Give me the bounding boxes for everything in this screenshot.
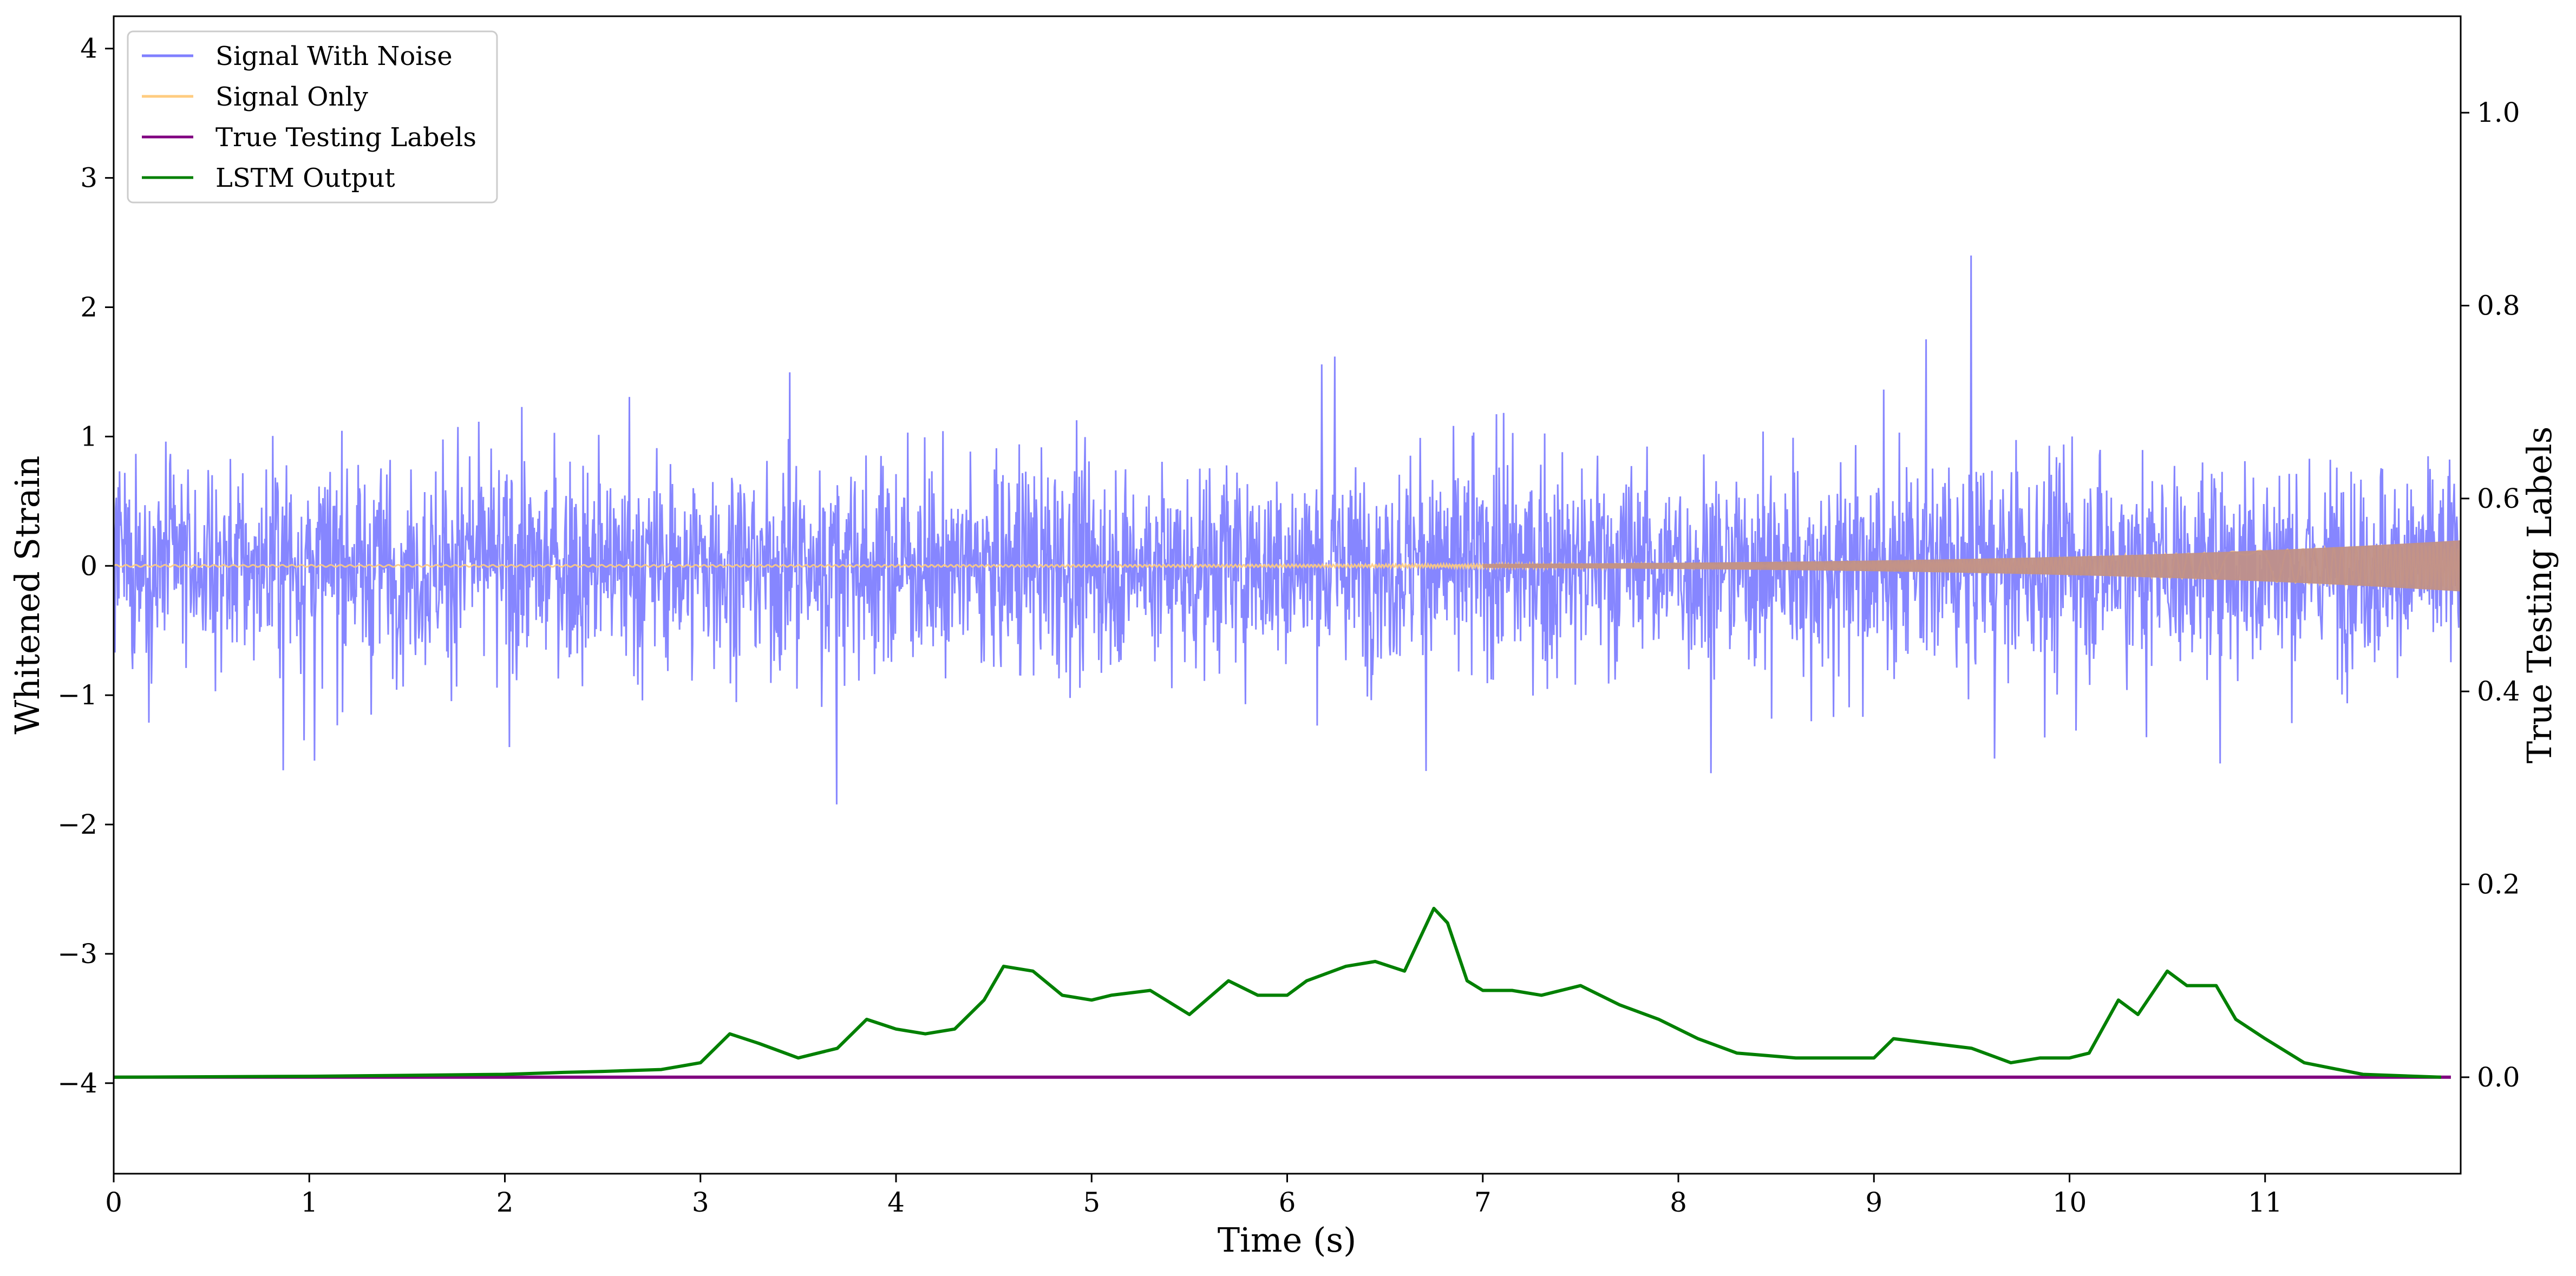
legend-label-lstm-output: LSTM Output (215, 163, 395, 193)
legend-item-signal-only: Signal Only (142, 82, 368, 112)
y-left-tick-label: 3 (80, 162, 97, 194)
series-layer (114, 255, 2461, 1079)
x-tick-label: 8 (1670, 1187, 1687, 1218)
y-right-tick-label: 0.4 (2477, 676, 2520, 707)
legend-item-lstm-output: LSTM Output (142, 163, 395, 193)
series-lstm-output-line (114, 907, 2442, 1079)
legend-label-signal-with-noise: Signal With Noise (215, 41, 453, 71)
x-tick-label: 1 (300, 1187, 318, 1218)
y-right-tick-label: 0.0 (2477, 1062, 2520, 1093)
legend-label-signal-only: Signal Only (215, 82, 368, 112)
legend-item-true-testing-labels: True Testing Labels (142, 122, 476, 153)
y-left-tick-label: −1 (57, 679, 97, 711)
legend-box (127, 30, 498, 204)
y-right-tick-label: 0.2 (2477, 869, 2520, 900)
x-tick-label: 10 (2052, 1187, 2087, 1218)
x-axis-label: Time (s) (1218, 1220, 1357, 1260)
y-left-tick-label: 1 (80, 421, 97, 452)
x-tick-label: 11 (2248, 1187, 2283, 1218)
x-tick-label: 9 (1865, 1187, 1882, 1218)
y-axis-label-right: True Testing Labels (2520, 427, 2559, 764)
y-right-tick-label: 1.0 (2477, 97, 2520, 128)
series-signal-only-envelope (1482, 540, 2461, 592)
y-left-tick-label: −4 (57, 1068, 97, 1099)
x-tick-label: 2 (496, 1187, 514, 1218)
y-left-tick-label: 0 (80, 550, 97, 581)
legend-label-true-testing-labels: True Testing Labels (215, 122, 476, 153)
x-tick-label: 5 (1083, 1187, 1100, 1218)
legend: Signal With Noise Signal Only True Testi… (127, 30, 498, 204)
y-left-tick-label: 2 (80, 291, 97, 323)
y-right-tick-label: 0.8 (2477, 290, 2520, 322)
y-left-tick-label: −2 (57, 809, 97, 840)
x-tick-label: 6 (1279, 1187, 1296, 1218)
y-right-tick-label: 0.6 (2477, 483, 2520, 514)
series-signal-with-noise-line (114, 255, 2461, 804)
x-tick-label: 3 (692, 1187, 709, 1218)
axes-layer: 0 1 2 3 4 5 6 7 8 9 10 11 −4 −3 −2 −1 0 1 2 3 4 0.0 0.2 0.4 0.6 0… (57, 33, 2520, 1218)
y-axis-label-left: Whitened Strain (8, 456, 47, 735)
x-tick-label: 0 (105, 1187, 122, 1218)
x-tick-label: 4 (887, 1187, 905, 1218)
y-left-tick-label: −3 (57, 938, 97, 970)
legend-item-signal-with-noise: Signal With Noise (142, 41, 453, 71)
x-tick-label: 7 (1474, 1187, 1492, 1218)
y-left-tick-label: 4 (80, 33, 97, 64)
